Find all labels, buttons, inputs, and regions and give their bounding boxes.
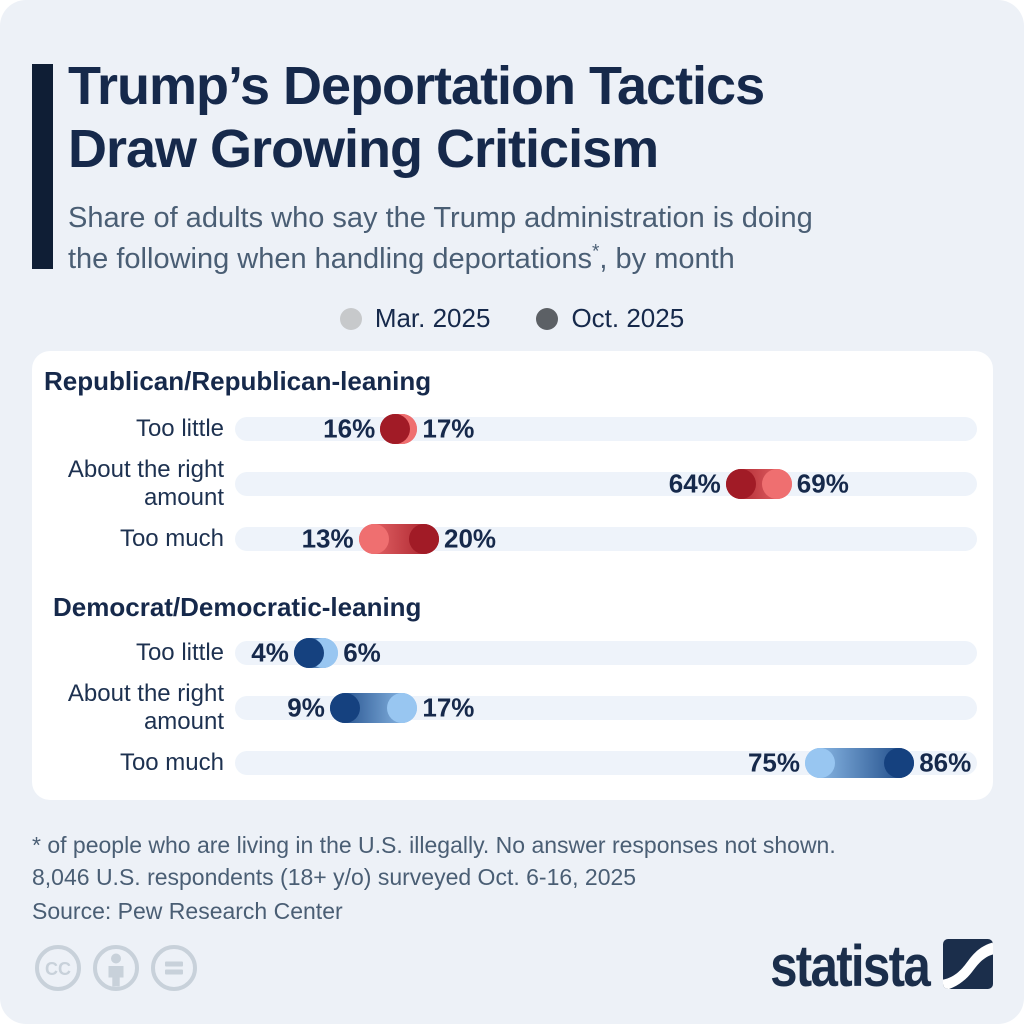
value-label-mar: 17% [422,692,475,723]
category-label: About the right amount [67,456,224,511]
mar-dot [358,524,389,554]
bar-track [235,472,977,496]
attribution-person-icon[interactable] [92,944,140,997]
value-label-oct: 64% [668,468,721,499]
statista-wordmark: statista [769,933,931,999]
oct-dot [884,748,915,778]
footnote-line-2: 8,046 U.S. respondents (18+ y/o) surveye… [32,864,637,890]
dumbbell-row: Too much 75% 86% [32,748,993,778]
value-label-oct: 16% [323,413,376,444]
legend-dot-oct-icon [536,307,559,330]
chart-card: Republican/Republican-leaning Too little 1… [32,351,993,800]
value-label-mar: 75% [747,747,800,778]
no-derivatives-equals-icon[interactable] [150,944,198,997]
page-title: Trump’s Deportation Tactics Draw Growing… [68,55,765,181]
legend-label-oct: Oct. 2025 [571,303,685,333]
dumbbell-row: Too much 13% 20% [32,524,993,554]
license-icons: CC [34,944,198,997]
dots-layer: 16% 17% [235,414,977,444]
footnote-asterisk: * [591,241,600,263]
value-label-mar: 6% [343,637,381,668]
title-line-2: Draw Growing Criticism [68,119,659,179]
mar-dot [805,748,835,778]
title-line-1: Trump’s Deportation Tactics [68,56,765,116]
title-accent-bar [32,64,53,269]
value-label-oct: 4% [251,637,289,668]
value-label-mar: 17% [422,413,475,444]
legend-dot-mar-icon [339,307,362,330]
category-label: About the right amount [67,680,224,735]
value-label-oct: 20% [444,523,497,554]
dumbbell-row: Too little 16% 17% [32,414,993,444]
legend-item-mar: Mar. 2025 [339,303,491,334]
oct-dot [409,524,439,554]
source-line: Source: Pew Research Center [32,898,343,924]
page-subtitle: Share of adults who say the Trump admini… [68,198,813,280]
dumbbell-row: About the right amount 64% 69% [32,456,993,511]
oct-dot [380,414,411,444]
bar-track [235,641,977,665]
mar-dot [761,469,792,499]
chart-legend: Mar. 2025 Oct. 2025 [0,303,1024,334]
dots-layer: 9% 17% [235,693,977,723]
subtitle-text-tail: , by month [599,243,735,275]
dots-layer: 75% 86% [235,748,977,778]
statista-logo-mark-icon [943,938,993,994]
value-label-mar: 69% [796,468,849,499]
dumbbell-row: Too little 4% 6% [32,638,993,668]
dots-layer: 13% 20% [235,524,977,554]
dots-layer: 64% 69% [235,469,977,499]
dumbbell-row: About the right amount 9% 17% [32,680,993,735]
value-label-oct: 9% [287,692,325,723]
oct-dot [725,469,756,499]
subtitle-text: the following when handling deportations [68,243,592,275]
category-label: Too little [135,415,224,442]
category-label: Too much [119,749,224,776]
oct-dot [293,638,324,668]
oct-dot [329,693,360,723]
mar-dot [387,693,418,723]
group-header: Republican/Republican-leaning [44,366,432,396]
value-label-mar: 13% [301,523,354,554]
svg-text:CC: CC [45,959,71,979]
cc-icon[interactable]: CC [34,944,82,997]
group-header: Democrat/Democratic-leaning [53,592,422,622]
footnote: * of people who are living in the U.S. i… [32,829,836,893]
legend-label-mar: Mar. 2025 [374,303,491,333]
bar-track [235,417,977,441]
value-label-oct: 86% [919,747,972,778]
footnote-line-1: * of people who are living in the U.S. i… [32,832,836,858]
statista-logo[interactable]: statista [742,934,993,999]
legend-item-oct: Oct. 2025 [536,303,684,334]
subtitle-line-1: Share of adults who say the Trump admini… [68,202,813,234]
category-label: Too little [135,639,224,666]
category-label: Too much [119,525,224,552]
dots-layer: 4% 6% [235,638,977,668]
subtitle-line-2: the following when handling deportations… [68,239,813,280]
